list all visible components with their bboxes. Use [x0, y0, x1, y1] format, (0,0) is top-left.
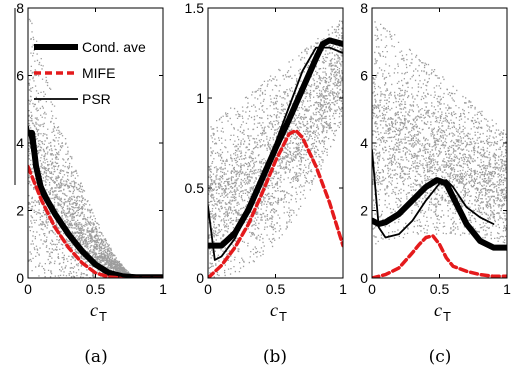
scatter-points: [28, 18, 163, 278]
series-line-cond-ave: [208, 37, 343, 249]
legend: Cond. ave MIFE PSR: [14, 8, 146, 185]
series-line-psr: [372, 148, 495, 239]
x-axis-label: c: [270, 300, 278, 320]
axes-b: 0 0.5 1 0 0.5 1 1.5 c T (b): [185, 0, 348, 367]
x-tick-label: 1: [159, 281, 167, 297]
legend-entry-label: Cond. ave: [82, 39, 146, 55]
y-tick-label: 0: [196, 270, 204, 286]
y-tick-label: 1: [196, 90, 204, 106]
series-line-mife: [208, 128, 343, 278]
legend-entry-label: MIFE: [82, 65, 115, 81]
series-lines-layer: [28, 37, 507, 278]
y-tick-label: 2: [16, 203, 24, 219]
x-tick-label: 0.5: [266, 281, 286, 297]
axes-a: 0 0.5 1 0 2 4 6 8 c T (a): [16, 0, 167, 367]
panel-caption: (b): [263, 347, 287, 367]
x-tick-label: 0: [204, 281, 212, 297]
x-axis-label: c: [434, 300, 442, 320]
series-line-psr: [28, 125, 163, 278]
x-tick-label: 0: [24, 281, 32, 297]
scatter-cloud-c: [372, 21, 507, 245]
y-tick-label: 4: [16, 135, 24, 151]
x-axis-label-subscript: T: [279, 309, 287, 324]
panel-caption: (c): [429, 347, 452, 367]
y-tick-label: 8: [16, 0, 24, 16]
y-tick-label: 6: [360, 68, 368, 84]
scatter-points: [372, 21, 507, 245]
y-tick-label: 8: [360, 0, 368, 16]
axes-frame: [371, 7, 508, 279]
x-axis-label: c: [90, 300, 98, 320]
x-axis-label-subscript: T: [443, 309, 451, 324]
legend-entry-label: PSR: [82, 91, 111, 107]
scatter-cloud-a: [28, 18, 163, 278]
series-group-b: [208, 37, 343, 278]
x-tick-label: 0.5: [86, 281, 106, 297]
x-tick-label: 1: [339, 281, 347, 297]
y-tick-label: 0: [16, 270, 24, 286]
x-tick-label: 1: [503, 281, 511, 297]
y-tick-label: 0.5: [185, 180, 205, 196]
x-tick-label: 0.5: [430, 281, 450, 297]
series-line-psr: [208, 46, 343, 261]
scatter-cloud-layer: [28, 18, 507, 278]
y-tick-label: 1.5: [185, 0, 205, 16]
y-tick-label: 6: [16, 68, 24, 84]
series-group-a: [28, 125, 163, 278]
series-line-mife: [28, 164, 163, 278]
axes-c: 0 0.5 1 0 2 4 6 8 c T (c): [360, 0, 511, 367]
series-line-mife: [372, 234, 507, 278]
y-tick-label: 4: [360, 135, 368, 151]
series-group-c: [372, 148, 507, 278]
scatter-cloud-b: [208, 20, 343, 278]
series-line-cond-ave: [372, 177, 507, 251]
y-tick-label: 2: [360, 203, 368, 219]
y-tick-label: 0: [360, 270, 368, 286]
x-tick-label: 0: [368, 281, 376, 297]
scatter-points: [208, 20, 343, 278]
x-axis-label-subscript: T: [99, 309, 107, 324]
panel-caption: (a): [84, 347, 107, 367]
